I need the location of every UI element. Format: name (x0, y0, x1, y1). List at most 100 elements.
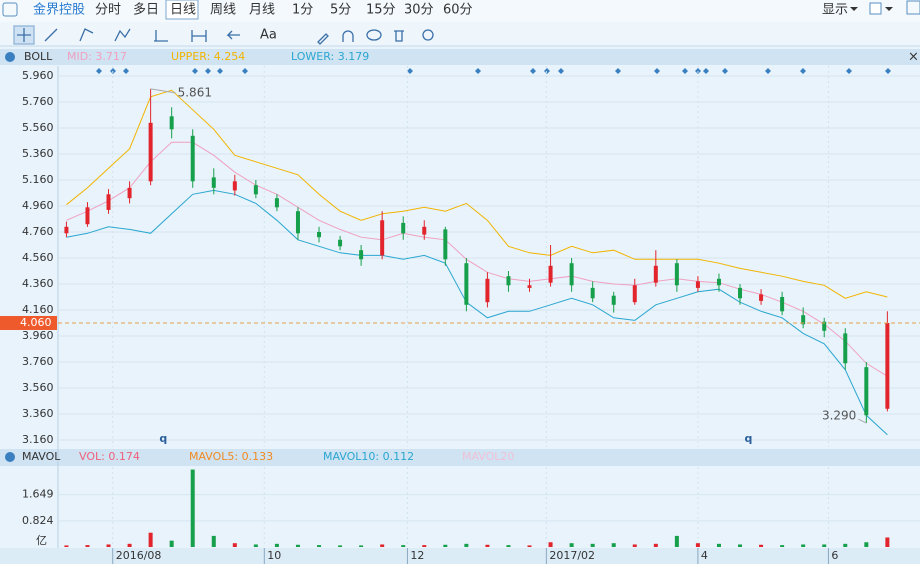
x-tick-label: 2016/08 (116, 549, 162, 562)
tool-arrow[interactable] (226, 30, 240, 40)
volume-bar (843, 543, 848, 547)
candle-body (801, 315, 806, 325)
x-tick-label: 10 (267, 549, 281, 562)
dropdown-arrow (850, 7, 858, 11)
period-tab[interactable]: 多日 (133, 2, 159, 18)
window-icon[interactable] (906, 0, 920, 15)
period-tab[interactable]: 周线 (210, 3, 236, 18)
period-tab[interactable]: 60分 (443, 3, 473, 18)
band-line (66, 189, 888, 436)
tool-eye[interactable] (366, 29, 382, 41)
candle-body (253, 185, 258, 195)
volume-title: MAVOL (22, 450, 61, 463)
y-tick-label: 4.560 (22, 251, 54, 264)
volume-bar (506, 545, 511, 547)
candle-body (885, 322, 890, 409)
tool-line[interactable] (44, 28, 58, 42)
candle-body (780, 296, 785, 312)
text-tool[interactable]: Aa (260, 28, 277, 43)
tool-pen[interactable] (317, 33, 329, 45)
event-label[interactable]: q (159, 432, 167, 445)
stock-name[interactable]: 金界控股 (33, 2, 85, 18)
volume-bar (317, 545, 322, 547)
y-tick-label: 4.960 (22, 199, 54, 212)
y-tick-label: 5.560 (22, 121, 54, 134)
period-tab[interactable]: 15分 (366, 3, 396, 18)
candle-body (611, 295, 616, 305)
y-tick-label: 5.760 (22, 95, 54, 108)
y-tick-label: 5.960 (22, 69, 54, 82)
candle-body (822, 321, 827, 331)
tool-poly[interactable] (79, 28, 94, 42)
candle-body (148, 122, 153, 182)
candle-body (338, 239, 343, 247)
candle-body (380, 220, 385, 256)
volume-bar (780, 545, 785, 547)
y-tick-label: 1.649 (22, 488, 54, 501)
volume-bar (759, 544, 764, 547)
volume-bar (822, 544, 827, 547)
volume-bar (674, 535, 679, 547)
annotation-leader (858, 418, 867, 424)
tools-bg (0, 22, 920, 46)
event-label[interactable]: q (745, 432, 753, 445)
candle-body (232, 181, 237, 191)
candle-body (359, 250, 364, 260)
volume-bar (148, 532, 153, 547)
volume-bar (64, 545, 69, 547)
candle-body (759, 294, 764, 301)
period-tab[interactable]: 日线 (170, 3, 196, 18)
y-tick-label: 4.360 (22, 277, 54, 290)
volume-bar (401, 545, 406, 547)
volume-bar (716, 543, 721, 547)
y-tick-label: 3.160 (22, 433, 54, 446)
dropdown-arrow (885, 7, 893, 11)
y-tick-label: 5.160 (22, 173, 54, 186)
volume-bar (85, 545, 90, 547)
period-selected (165, 0, 199, 20)
x-tick-label: 12 (410, 549, 424, 562)
period-tab[interactable]: 5分 (330, 3, 351, 18)
candle-body (64, 226, 69, 234)
tool-range[interactable] (191, 30, 207, 42)
volume-bar (485, 544, 490, 547)
volume-bar (464, 543, 469, 547)
period-tab[interactable]: 30分 (404, 3, 434, 18)
tool-magnet[interactable] (342, 30, 354, 42)
date-axis-bg (0, 548, 920, 564)
legend-entry: MAVOL5: 0.133 (189, 450, 273, 463)
period-tab[interactable]: 分时 (95, 3, 121, 18)
display-menu[interactable]: 显示 (822, 3, 848, 18)
candle-body (190, 135, 195, 182)
logo-icon (2, 2, 18, 17)
y-tick-label: 3.360 (22, 407, 54, 420)
indicator-name: BOLL (24, 50, 53, 63)
period-tab[interactable]: 月线 (249, 3, 275, 18)
candle-body (738, 287, 743, 299)
tool-trash[interactable] (394, 30, 404, 42)
collapse-icon[interactable] (5, 452, 15, 462)
period-tab[interactable]: 1分 (292, 3, 313, 18)
close-button[interactable]: × (908, 50, 919, 65)
volume-bar (169, 540, 174, 547)
collapse-icon[interactable] (5, 52, 15, 62)
annotation: 3.290 (822, 409, 856, 423)
volume-bar (190, 469, 195, 547)
legend-entry: UPPER: 4.254 (171, 50, 245, 63)
candle-body (85, 207, 90, 225)
tool-toggle[interactable] (422, 29, 434, 41)
tool-move[interactable] (17, 28, 31, 42)
candle-body (127, 187, 132, 199)
y-tick-label: 3.960 (22, 329, 54, 342)
volume-bar (295, 544, 300, 547)
tool-chart[interactable] (154, 30, 168, 42)
candle-body (569, 263, 574, 286)
candle-body (864, 367, 869, 416)
y-tick-label: 3.560 (22, 381, 54, 394)
x-tick-label: 6 (831, 549, 838, 562)
checkbox-icon[interactable] (869, 2, 882, 15)
volume-bar (801, 544, 806, 547)
tool-wave[interactable] (114, 28, 131, 42)
candle-body (106, 194, 111, 210)
